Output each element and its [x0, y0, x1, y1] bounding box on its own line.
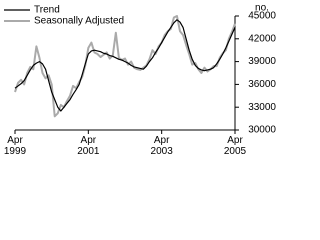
- legend-label: Seasonally Adjusted: [34, 16, 124, 27]
- y-axis-label: no.: [255, 3, 269, 14]
- x-tick-label: Apr 2003: [150, 135, 173, 157]
- series-line: [14, 15, 236, 118]
- y-tick-label: 36000: [248, 79, 276, 90]
- y-tick-label: 39000: [248, 56, 276, 67]
- y-tick-label: 30000: [248, 125, 276, 136]
- y-tick-label: 45000: [248, 11, 276, 22]
- series-line: [14, 19, 236, 112]
- y-tick-label: 42000: [248, 33, 276, 44]
- legend-label: Trend: [34, 5, 60, 16]
- y-tick-label: 33000: [248, 102, 276, 113]
- x-tick-label: Apr 2001: [77, 135, 100, 157]
- x-tick-label: Apr 1999: [3, 135, 27, 157]
- chart: no. 30000 33000 36000 39000 42000 45000 Trend S…: [3, 3, 277, 157]
- chart-svg: no. 30000 33000 36000 39000 42000 45000 TrendS…: [4, 3, 276, 136]
- x-tick-label: Apr 2005: [223, 135, 247, 157]
